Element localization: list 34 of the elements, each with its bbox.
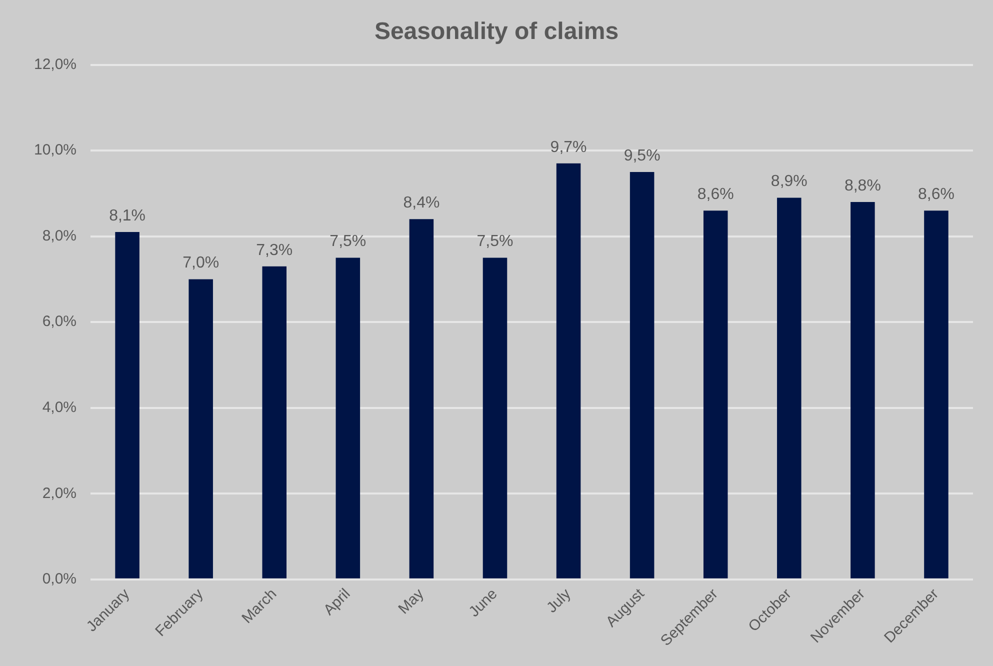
y-tick-label: 4,0% xyxy=(42,399,77,416)
data-label: 7,5% xyxy=(330,233,366,250)
data-label: 7,0% xyxy=(182,254,220,272)
bar xyxy=(115,232,140,578)
bar xyxy=(924,210,948,578)
y-tick-label: 10,0% xyxy=(34,142,77,159)
bar xyxy=(262,266,287,578)
y-tick-label: 0,0% xyxy=(42,570,77,588)
data-label: 8,4% xyxy=(403,194,440,212)
bar xyxy=(409,219,434,578)
bar xyxy=(777,198,802,578)
data-label: 7,3% xyxy=(256,242,293,259)
y-tick-label: 2,0% xyxy=(42,484,77,502)
y-tick-label: 6,0% xyxy=(42,313,77,330)
bar xyxy=(556,163,581,578)
y-tick-label: 12,0% xyxy=(34,56,77,73)
data-label: 9,5% xyxy=(624,147,660,164)
bar xyxy=(336,258,360,578)
data-label: 8,6% xyxy=(918,186,954,204)
data-label: 8,9% xyxy=(770,173,808,190)
bar xyxy=(482,258,508,578)
data-label: 8,8% xyxy=(844,177,881,194)
x-tick-label: July xyxy=(543,585,575,616)
chart-title: Seasonality of claims xyxy=(374,18,619,46)
data-label: 9,7% xyxy=(550,138,587,156)
bar xyxy=(703,210,728,578)
x-tick-label: May xyxy=(395,585,428,618)
data-label: 8,6% xyxy=(697,186,734,204)
data-label: 7,5% xyxy=(476,233,514,250)
y-tick-label: 8,0% xyxy=(42,227,77,244)
bar xyxy=(188,279,213,578)
data-label: 8,1% xyxy=(109,207,146,224)
bar xyxy=(850,202,875,578)
bar xyxy=(630,172,654,578)
